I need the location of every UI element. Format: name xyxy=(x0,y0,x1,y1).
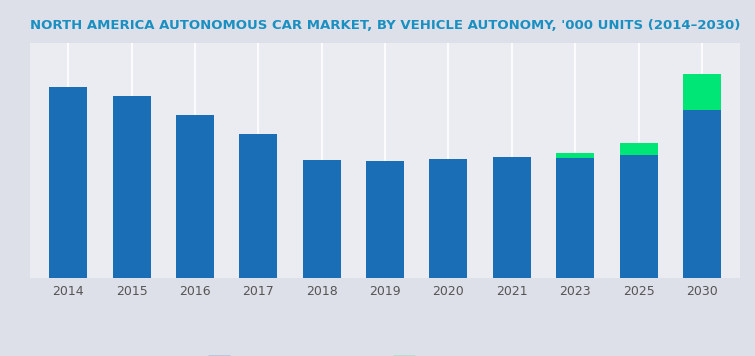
Text: NORTH AMERICA AUTONOMOUS CAR MARKET, BY VEHICLE AUTONOMY, '000 UNITS (2014–2030): NORTH AMERICA AUTONOMOUS CAR MARKET, BY … xyxy=(30,19,741,32)
Bar xyxy=(239,135,277,278)
Bar xyxy=(176,115,214,278)
Bar xyxy=(683,110,721,278)
Bar xyxy=(493,157,531,278)
Bar xyxy=(556,153,594,158)
Bar xyxy=(556,158,594,278)
Bar xyxy=(620,143,658,155)
Bar xyxy=(303,160,341,278)
Bar xyxy=(620,155,658,278)
Bar xyxy=(366,161,404,278)
Bar xyxy=(683,74,721,110)
Bar xyxy=(112,96,150,278)
Bar xyxy=(430,159,467,278)
Bar xyxy=(49,88,88,278)
